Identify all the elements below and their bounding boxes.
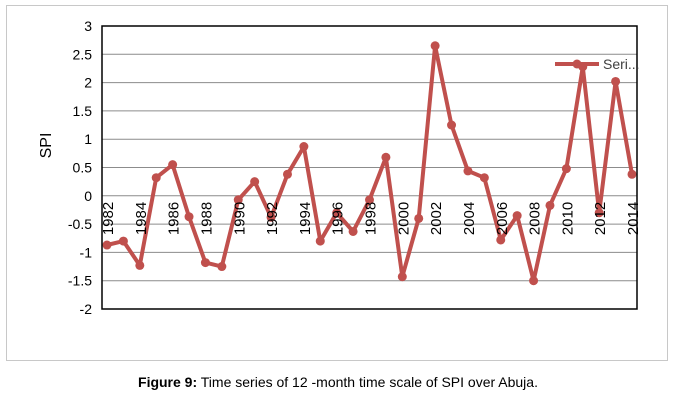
data-point (381, 152, 391, 162)
data-point (135, 260, 145, 270)
x-tick-label: 2014 (625, 202, 642, 235)
series-line (106, 43, 634, 283)
x-tick-label: 2004 (461, 202, 478, 235)
y-tick-label: 2 (84, 75, 92, 91)
data-point (348, 226, 358, 236)
legend-label: Seri... (603, 56, 640, 72)
grid-lines (102, 25, 637, 310)
series-layer (102, 41, 637, 286)
data-point (545, 200, 555, 210)
y-tick-label: -1.5 (68, 273, 92, 289)
y-axis-label: SPI (38, 133, 55, 159)
data-point (611, 76, 621, 86)
data-point (217, 262, 227, 272)
x-tick-label: 1990 (231, 202, 248, 235)
data-point (463, 166, 473, 176)
data-point (315, 236, 325, 246)
y-tick-label: 0 (84, 188, 92, 204)
data-point (299, 142, 309, 152)
data-point (496, 235, 506, 245)
data-point (200, 258, 210, 268)
y-tick-label: -2 (80, 301, 93, 317)
data-point (627, 169, 637, 179)
data-point (102, 240, 112, 250)
caption-label: Figure 9: (138, 374, 198, 390)
data-point (430, 41, 440, 51)
caption-text: Time series of 12 -month time scale of S… (197, 374, 538, 390)
figure-caption: Figure 9: Time series of 12 -month time … (0, 374, 676, 390)
data-point (397, 272, 407, 282)
chart-frame: -2 -1.5 -1 -0.5 0 0.5 1 1.5 2 2.5 3 1982 1984 1986 19… (6, 5, 668, 361)
x-tick-label: 1984 (133, 202, 150, 235)
data-point (233, 195, 243, 205)
legend-marker (572, 59, 582, 69)
y-tick-label: 3 (84, 18, 92, 34)
x-tick-label: 2000 (395, 202, 412, 235)
spi-line-chart: -2-1.5-1-0.500.511.522.53 1982 1984 1986 19… (38, 18, 642, 317)
x-tick-label: 2010 (559, 202, 576, 235)
data-point (282, 169, 292, 179)
data-point (414, 213, 424, 223)
data-point (184, 212, 194, 222)
data-point (250, 177, 260, 187)
x-tick-label: 1986 (166, 202, 183, 235)
y-tick-label: 0.5 (73, 160, 93, 176)
data-point (118, 236, 128, 246)
data-point (266, 212, 276, 222)
y-tick-label: 1 (84, 131, 92, 147)
data-point (529, 276, 539, 286)
data-point (365, 195, 374, 205)
x-tick-label: 1994 (297, 202, 314, 235)
x-axis-ticks: 1982 1984 1986 1988 1990 1992 1994 1996 1998 2000… (100, 202, 642, 235)
data-point (447, 120, 457, 130)
x-tick-label: 2002 (428, 202, 445, 235)
y-tick-label: 1.5 (73, 103, 93, 119)
plot-axes (101, 25, 638, 310)
x-tick-label: 1998 (363, 202, 380, 235)
x-tick-label: 1982 (100, 202, 117, 235)
data-point (332, 208, 342, 218)
y-tick-label: -1 (80, 244, 93, 260)
y-axis-ticks: -2 -1.5 -1 -0.5 0 0.5 1 1.5 2 2.5 3 (68, 18, 92, 317)
x-tick-label: 1988 (198, 202, 215, 235)
data-point (561, 164, 571, 174)
x-tick-label: 1992 (264, 202, 281, 235)
data-point (594, 208, 604, 218)
y-tick-label: 2.5 (73, 46, 93, 62)
x-tick-label: 2006 (494, 202, 511, 235)
data-point (151, 173, 161, 183)
data-point (512, 211, 522, 221)
x-tick-label: 2012 (592, 202, 609, 235)
plot-area-border (101, 25, 638, 310)
x-tick-label: 2008 (527, 202, 544, 235)
y-tick-label: -0.5 (68, 216, 92, 232)
data-point (168, 160, 178, 170)
legend: Seri... (555, 56, 640, 72)
x-tick-label: 1996 (330, 202, 347, 235)
data-point (479, 173, 489, 183)
